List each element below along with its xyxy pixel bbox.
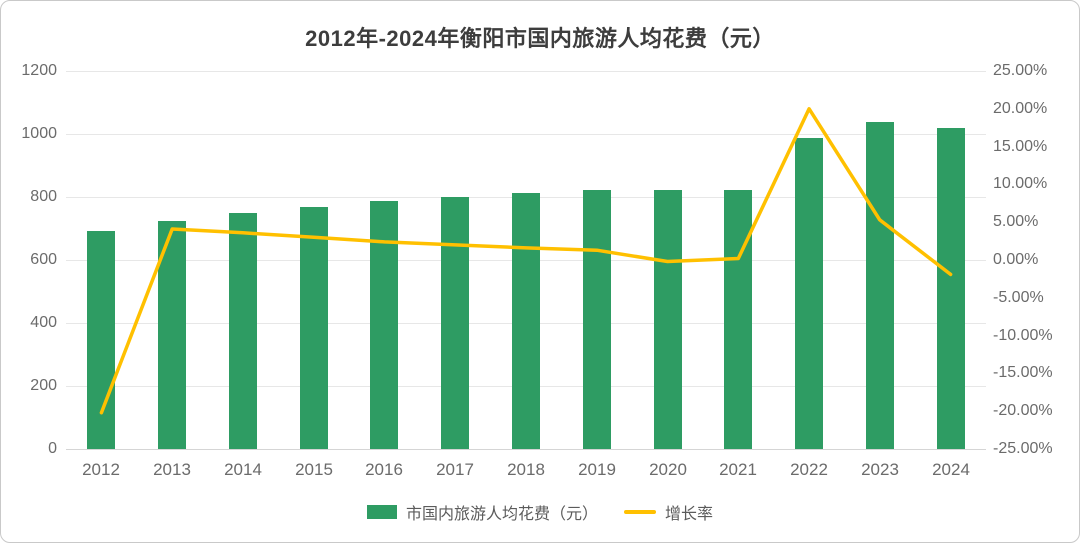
gridline	[66, 71, 986, 72]
x-axis-tick-label: 2015	[295, 460, 333, 479]
chart-title: 2012年-2024年衡阳市国内旅游人均花费（元）	[305, 26, 775, 51]
bar-2021	[724, 190, 752, 449]
bar-2022	[795, 138, 823, 449]
y-axis-tick-label: 200	[30, 377, 57, 394]
secondary-y-axis-tick-label: 20.00%	[993, 100, 1048, 117]
y-axis-tick-label: 600	[30, 251, 57, 268]
line-series-label: 增长率	[665, 506, 714, 523]
bar-2017	[441, 197, 469, 449]
legend-item-line: 增长率	[624, 500, 713, 524]
x-axis-tick-label: 2017	[436, 460, 474, 479]
bar-2016	[370, 201, 398, 449]
x-axis-tick-label: 2020	[649, 460, 687, 479]
y-axis-tick-label: 1200	[21, 62, 57, 79]
bar-2019	[583, 190, 611, 449]
secondary-y-axis-tick-label: 0.00%	[993, 251, 1039, 268]
x-axis-tick-label: 2021	[719, 460, 757, 479]
bar-2012	[87, 231, 115, 449]
y-axis-tick-label: 400	[30, 314, 57, 331]
secondary-y-axis-tick-label: -15.00%	[993, 364, 1053, 381]
line-series-swatch	[624, 510, 656, 514]
secondary-y-axis-tick-label: 10.00%	[993, 175, 1048, 192]
y-axis-tick-label: 0	[48, 440, 57, 457]
bar-series-label: 市国内旅游人均花费（元）	[405, 506, 598, 523]
bar-2014	[229, 213, 257, 449]
secondary-y-axis-tick-label: 5.00%	[993, 213, 1039, 230]
gridline	[66, 134, 986, 135]
x-axis-tick-label: 2023	[861, 460, 899, 479]
y-axis-tick-label: 1000	[21, 125, 57, 142]
x-axis-line	[66, 449, 986, 450]
x-axis-tick-label: 2013	[153, 460, 191, 479]
secondary-y-axis-tick-label: 15.00%	[993, 138, 1048, 155]
x-axis-tick-label: 2014	[224, 460, 262, 479]
x-axis-tick-label: 2012	[82, 460, 120, 479]
y-axis-tick-label: 800	[30, 188, 57, 205]
legend: 市国内旅游人均花费（元） 增长率	[1, 500, 1079, 524]
bar-2020	[654, 190, 682, 449]
secondary-y-axis-tick-label: -25.00%	[993, 440, 1053, 457]
bar-series-swatch	[366, 505, 397, 519]
bar-2023	[866, 122, 894, 449]
secondary-y-axis-tick-label: 25.00%	[993, 62, 1048, 79]
x-axis-tick-label: 2018	[507, 460, 545, 479]
legend-item-bar: 市国内旅游人均花费（元）	[366, 500, 598, 524]
secondary-y-axis-tick-label: -10.00%	[993, 327, 1053, 344]
x-axis-tick-label: 2022	[790, 460, 828, 479]
bar-2015	[300, 207, 328, 449]
x-axis-tick-label: 2024	[932, 460, 970, 479]
bar-2013	[158, 221, 186, 449]
x-axis-tick-label: 2019	[578, 460, 616, 479]
secondary-y-axis-tick-label: -20.00%	[993, 402, 1053, 419]
x-axis-tick-label: 2016	[365, 460, 403, 479]
secondary-y-axis-tick-label: -5.00%	[993, 289, 1044, 306]
bar-2024	[937, 128, 965, 449]
bar-2018	[512, 193, 540, 449]
